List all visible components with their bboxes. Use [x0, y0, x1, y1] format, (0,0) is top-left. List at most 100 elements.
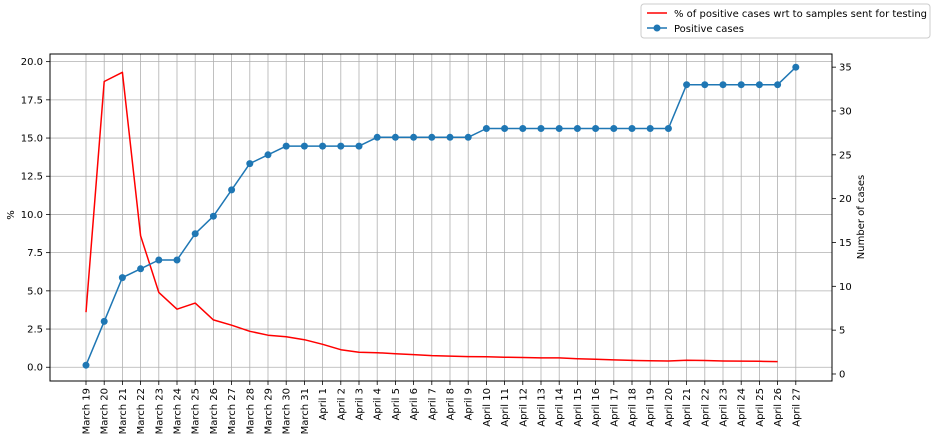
positive-cases-point [173, 256, 181, 264]
x-tick-label: March 24 [173, 388, 184, 434]
x-tick-label: April 12 [518, 388, 529, 427]
positive-cases-point [755, 81, 763, 89]
right-y-axis-title: Number of cases [856, 175, 867, 259]
legend-label-percent: % of positive cases wrt to samples sent … [674, 9, 927, 20]
left-y-axis-title: % [6, 210, 17, 220]
positive-cases-point [264, 151, 272, 159]
positive-cases-point [282, 142, 290, 150]
x-tick-label: March 25 [191, 388, 202, 434]
left-y-tick-label: 5.0 [27, 286, 43, 297]
right-y-tick-label: 15 [839, 238, 852, 249]
x-tick-label: April 22 [700, 388, 711, 427]
legend-marker-positive-cases [653, 24, 661, 32]
x-tick-label: April 18 [628, 388, 639, 427]
positive-cases-point [391, 133, 399, 141]
x-tick-label: April 24 [737, 388, 748, 427]
x-tick-label: March 27 [227, 388, 238, 434]
x-tick-label: April 3 [355, 388, 366, 420]
positive-cases-point [501, 125, 509, 132]
x-tick-label: March 21 [118, 388, 129, 434]
x-tick-label: March 28 [245, 388, 256, 434]
x-tick-label: April 13 [537, 388, 548, 427]
x-tick-label: March 30 [282, 388, 293, 434]
x-tick-label: April 15 [573, 388, 584, 427]
positive-cases-point [519, 125, 527, 132]
left-y-axis-ticks: 0.0 2.5 5.0 7.5 10.0 12.5 15.0 17.5 20.0 [21, 57, 50, 374]
positive-cases-point [646, 125, 654, 132]
positive-cases-point [701, 81, 709, 89]
x-tick-label: April 10 [482, 388, 493, 427]
positive-cases-point [118, 274, 126, 282]
positive-cases-point [410, 133, 418, 141]
x-tick-label: April 14 [555, 388, 566, 427]
right-y-tick-label: 35 [839, 63, 852, 74]
positive-cases-point [82, 361, 90, 369]
positive-cases-point [537, 125, 545, 132]
positive-cases-point [464, 133, 472, 141]
x-tick-label: April 11 [500, 388, 511, 427]
positive-cases-point [628, 125, 636, 132]
positive-cases-point [573, 125, 581, 132]
x-tick-label: April 16 [591, 388, 602, 427]
positive-cases-point [555, 125, 563, 132]
positive-cases-point [774, 81, 782, 89]
right-y-axis-ticks: 0 5 10 15 20 25 30 35 [832, 63, 852, 380]
left-y-tick-label: 2.5 [27, 325, 43, 336]
x-tick-label: March 26 [209, 388, 220, 434]
positive-cases-point [428, 133, 436, 141]
x-tick-label: April 23 [719, 388, 730, 427]
x-tick-label: April 19 [646, 388, 657, 427]
positive-cases-point [155, 256, 163, 264]
positive-cases-point [209, 212, 217, 220]
positive-cases-point [337, 142, 345, 150]
positive-cases-point [228, 186, 236, 194]
x-tick-label: April 20 [664, 388, 675, 427]
x-tick-label: March 22 [136, 388, 147, 434]
positive-cases-point [683, 81, 691, 89]
positive-cases-point [446, 133, 454, 141]
positive-cases-point [719, 81, 727, 89]
positive-cases-point [100, 317, 108, 325]
positive-cases-point [246, 160, 254, 168]
positive-cases-point [737, 81, 745, 89]
grid-lines [50, 54, 832, 381]
right-y-tick-label: 30 [839, 106, 852, 117]
legend-label-positive-cases: Positive cases [674, 24, 744, 35]
x-tick-label: March 23 [154, 388, 165, 434]
x-tick-label: April 2 [336, 388, 347, 420]
left-y-tick-label: 7.5 [27, 248, 43, 259]
left-y-tick-label: 10.0 [21, 210, 43, 221]
positive-cases-series-line [85, 66, 797, 366]
right-y-tick-label: 5 [839, 326, 845, 337]
positive-cases-point [137, 265, 145, 273]
x-tick-label: April 4 [373, 388, 384, 420]
plot-frame [49, 53, 833, 382]
left-y-tick-label: 17.5 [21, 95, 43, 106]
left-y-tick-label: 12.5 [21, 172, 43, 183]
positive-cases-point [664, 125, 672, 132]
x-tick-label: April 27 [791, 388, 802, 427]
right-y-tick-label: 0 [839, 369, 845, 380]
x-tick-label: April 6 [409, 388, 420, 420]
positive-cases-point [355, 142, 363, 150]
positive-cases-point [300, 142, 308, 150]
right-y-tick-label: 25 [839, 150, 852, 161]
x-tick-label: April 26 [773, 388, 784, 427]
x-tick-label: March 31 [300, 388, 311, 434]
x-tick-label: April 7 [427, 388, 438, 420]
x-tick-label: April 1 [318, 388, 329, 420]
percent-series-line [85, 71, 778, 363]
x-tick-label: April 5 [391, 388, 402, 420]
left-y-tick-label: 15.0 [21, 134, 43, 145]
x-tick-label: March 19 [82, 388, 93, 434]
positive-cases-point [373, 133, 381, 141]
positive-cases-point [610, 125, 618, 132]
positive-cases-point [482, 125, 490, 132]
left-y-tick-label: 0.0 [27, 363, 43, 374]
x-tick-label: April 9 [464, 388, 475, 420]
x-tick-label: April 17 [609, 388, 620, 427]
x-tick-label: April 25 [755, 388, 766, 427]
positive-cases-point [592, 125, 600, 132]
legend: % of positive cases wrt to samples sent … [640, 3, 931, 39]
